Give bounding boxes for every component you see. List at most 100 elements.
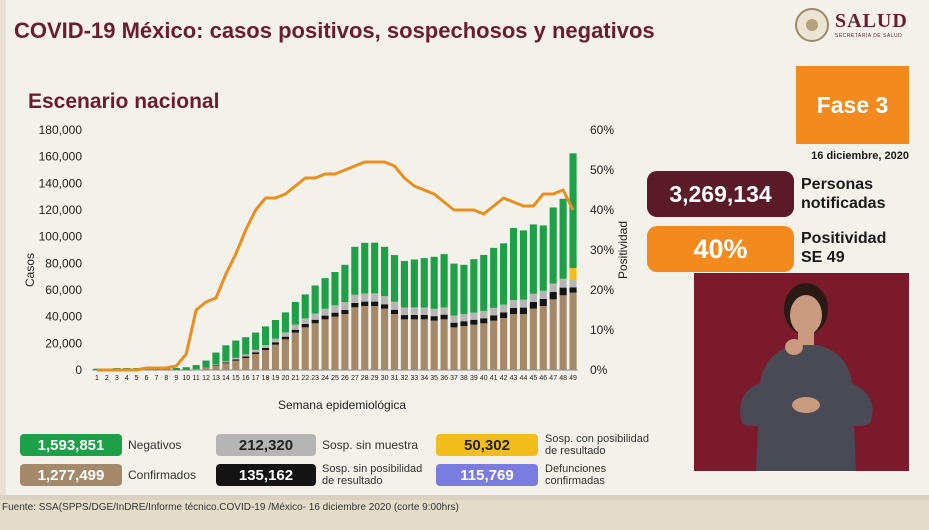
bar-sosp-sin-posibilidad-de-resultado <box>420 314 428 320</box>
bar-sosp-sin-posibilidad-de-resultado <box>331 312 339 317</box>
bar-confirmados <box>440 319 448 370</box>
y-tick-label: 80,000 <box>45 256 82 270</box>
x-tick-label: 26 <box>341 375 349 382</box>
bar-sosp-sin-posibilidad-de-resultado <box>430 316 438 321</box>
bar-negativos <box>232 340 240 358</box>
source-note: Fuente: SSA(SPPS/DGE/InDRE/Informe técni… <box>2 502 459 513</box>
bar-sosp-sin-muestra <box>500 304 508 313</box>
bar-confirmados <box>450 327 458 370</box>
bar-sosp-sin-posibilidad-de-resultado <box>400 315 408 320</box>
bar-confirmados <box>390 314 399 370</box>
bar-sosp-sin-muestra <box>390 301 399 310</box>
salud-logo: SALUD SECRETARÍA DE SALUD <box>795 8 920 42</box>
x-tick-label: 21 <box>291 375 299 382</box>
x-tick-label: 7 <box>155 375 159 382</box>
bar-sosp-sin-muestra <box>410 307 418 315</box>
bar-confirmados <box>361 306 369 370</box>
bar-sosp-sin-muestra <box>420 307 428 315</box>
bar-negativos <box>341 264 349 303</box>
x-tick-label: 32 <box>401 375 409 382</box>
bar-sosp-sin-posibilidad-de-resultado <box>569 287 577 293</box>
bar-sosp-sin-posibilidad-de-resultado <box>361 301 369 306</box>
bar-negativos <box>490 247 498 308</box>
bar-sosp-sin-posibilidad-de-resultado <box>212 365 220 366</box>
x-tick-label: 36 <box>440 375 448 382</box>
bar-confirmados <box>490 320 498 370</box>
x-tick-label: 43 <box>510 375 518 382</box>
bar-sosp-sin-muestra <box>509 300 518 308</box>
positivity-line <box>96 160 575 372</box>
bar-confirmados <box>371 306 379 370</box>
legend-defunciones-label: Defunciones confirmadas <box>545 463 606 487</box>
legend-con-posibilidad-label: Sosp. con posibilidad de resultado <box>545 433 649 457</box>
report-date: 16 diciembre, 2020 <box>811 150 909 162</box>
bar-confirmados <box>410 319 418 370</box>
x-tick-label: 31 <box>391 375 399 382</box>
covid-cases-chart: 0 20,000 40,000 60,000 80,000 100,000 120,000 1… <box>23 123 630 412</box>
x-tick-label: 6 <box>145 375 149 382</box>
legend-sin-muestra-label: Sosp. sin muestra <box>322 438 419 452</box>
x-tick-label: 35 <box>430 375 438 382</box>
x-axis-label: Semana epidemiológica <box>278 398 406 412</box>
bar-sosp-sin-posibilidad-de-resultado <box>351 302 359 308</box>
page-title: COVID-19 México: casos positivos, sospec… <box>14 18 655 43</box>
bar-confirmados <box>271 344 280 370</box>
bar-negativos <box>222 345 230 362</box>
bar-confirmados <box>381 308 389 370</box>
legend-negativos-value: 1,593,851 <box>20 434 122 456</box>
x-tick-label: 3 <box>115 375 119 382</box>
bar-confirmados <box>321 319 329 370</box>
legend-sin-posibilidad-label-line2: de resultado <box>322 475 383 487</box>
bar-sosp-sin-muestra <box>371 293 379 302</box>
bar-negativos <box>450 263 458 316</box>
bar-negativos <box>262 326 270 346</box>
bar-sosp-sin-posibilidad-de-resultado <box>480 318 488 324</box>
bar-confirmados <box>202 368 210 370</box>
legend-defunciones-label-line2: confirmadas <box>545 475 605 487</box>
x-tick-label: 24 <box>321 375 329 382</box>
legend-negativos-label: Negativos <box>128 438 182 452</box>
bar-confirmados <box>252 354 260 370</box>
x-tick-label: 28 <box>361 375 369 382</box>
bar-sosp-sin-posibilidad-de-resultado <box>549 291 557 300</box>
x-tick-label: 34 <box>420 375 428 382</box>
x-tick-label: 9 <box>174 375 178 382</box>
bar-negativos <box>281 312 289 333</box>
bar-confirmados <box>281 339 289 370</box>
bar-sosp-sin-posibilidad-de-resultado <box>559 287 567 296</box>
y2-tick-label: 10% <box>590 323 614 337</box>
x-tick-label: 15 <box>232 375 240 382</box>
bar-sosp-sin-muestra <box>549 283 557 292</box>
bar-negativos <box>182 367 190 370</box>
bar-sosp-sin-posibilidad-de-resultado <box>262 348 270 350</box>
bar-negativos <box>509 228 518 300</box>
x-tick-label: 46 <box>539 375 547 382</box>
bar-sosp-sin-muestra <box>381 296 389 305</box>
positivity-label: Positividad SE 49 <box>801 229 886 267</box>
y-tick-label: 0 <box>75 363 82 377</box>
bar-negativos <box>410 259 418 308</box>
bar-negativos <box>331 272 339 306</box>
bar-confirmados <box>351 307 359 370</box>
bar-confirmados <box>232 360 240 370</box>
y2-tick-label: 40% <box>590 203 614 217</box>
bar-negativos <box>192 365 200 370</box>
legend-sin-posibilidad-label-line1: Sosp. sin posibilidad <box>322 463 423 475</box>
x-tick-label: 10 <box>182 375 190 382</box>
bar-sosp-sin-muestra <box>212 364 220 366</box>
phase-badge: Fase 3 <box>796 66 909 144</box>
bar-negativos <box>252 332 260 350</box>
x-tick-label: 13 <box>212 375 220 382</box>
x-tick-label: 22 <box>301 375 309 382</box>
bar-confirmados <box>242 358 250 370</box>
interpreter-figure-icon <box>694 273 909 471</box>
bar-sosp-sin-posibilidad-de-resultado <box>281 336 289 340</box>
bar-sosp-sin-posibilidad-de-resultado <box>440 314 448 320</box>
bar-sosp-sin-muestra <box>291 324 299 330</box>
bar-sosp-sin-posibilidad-de-resultado <box>301 324 309 328</box>
positivity-label-line1: Positividad <box>801 230 887 247</box>
bar-sosp-sin-muestra <box>529 293 537 302</box>
bar-confirmados <box>559 295 567 370</box>
bar-sosp-sin-muestra <box>470 312 478 320</box>
x-tick-label: 30 <box>381 375 389 382</box>
